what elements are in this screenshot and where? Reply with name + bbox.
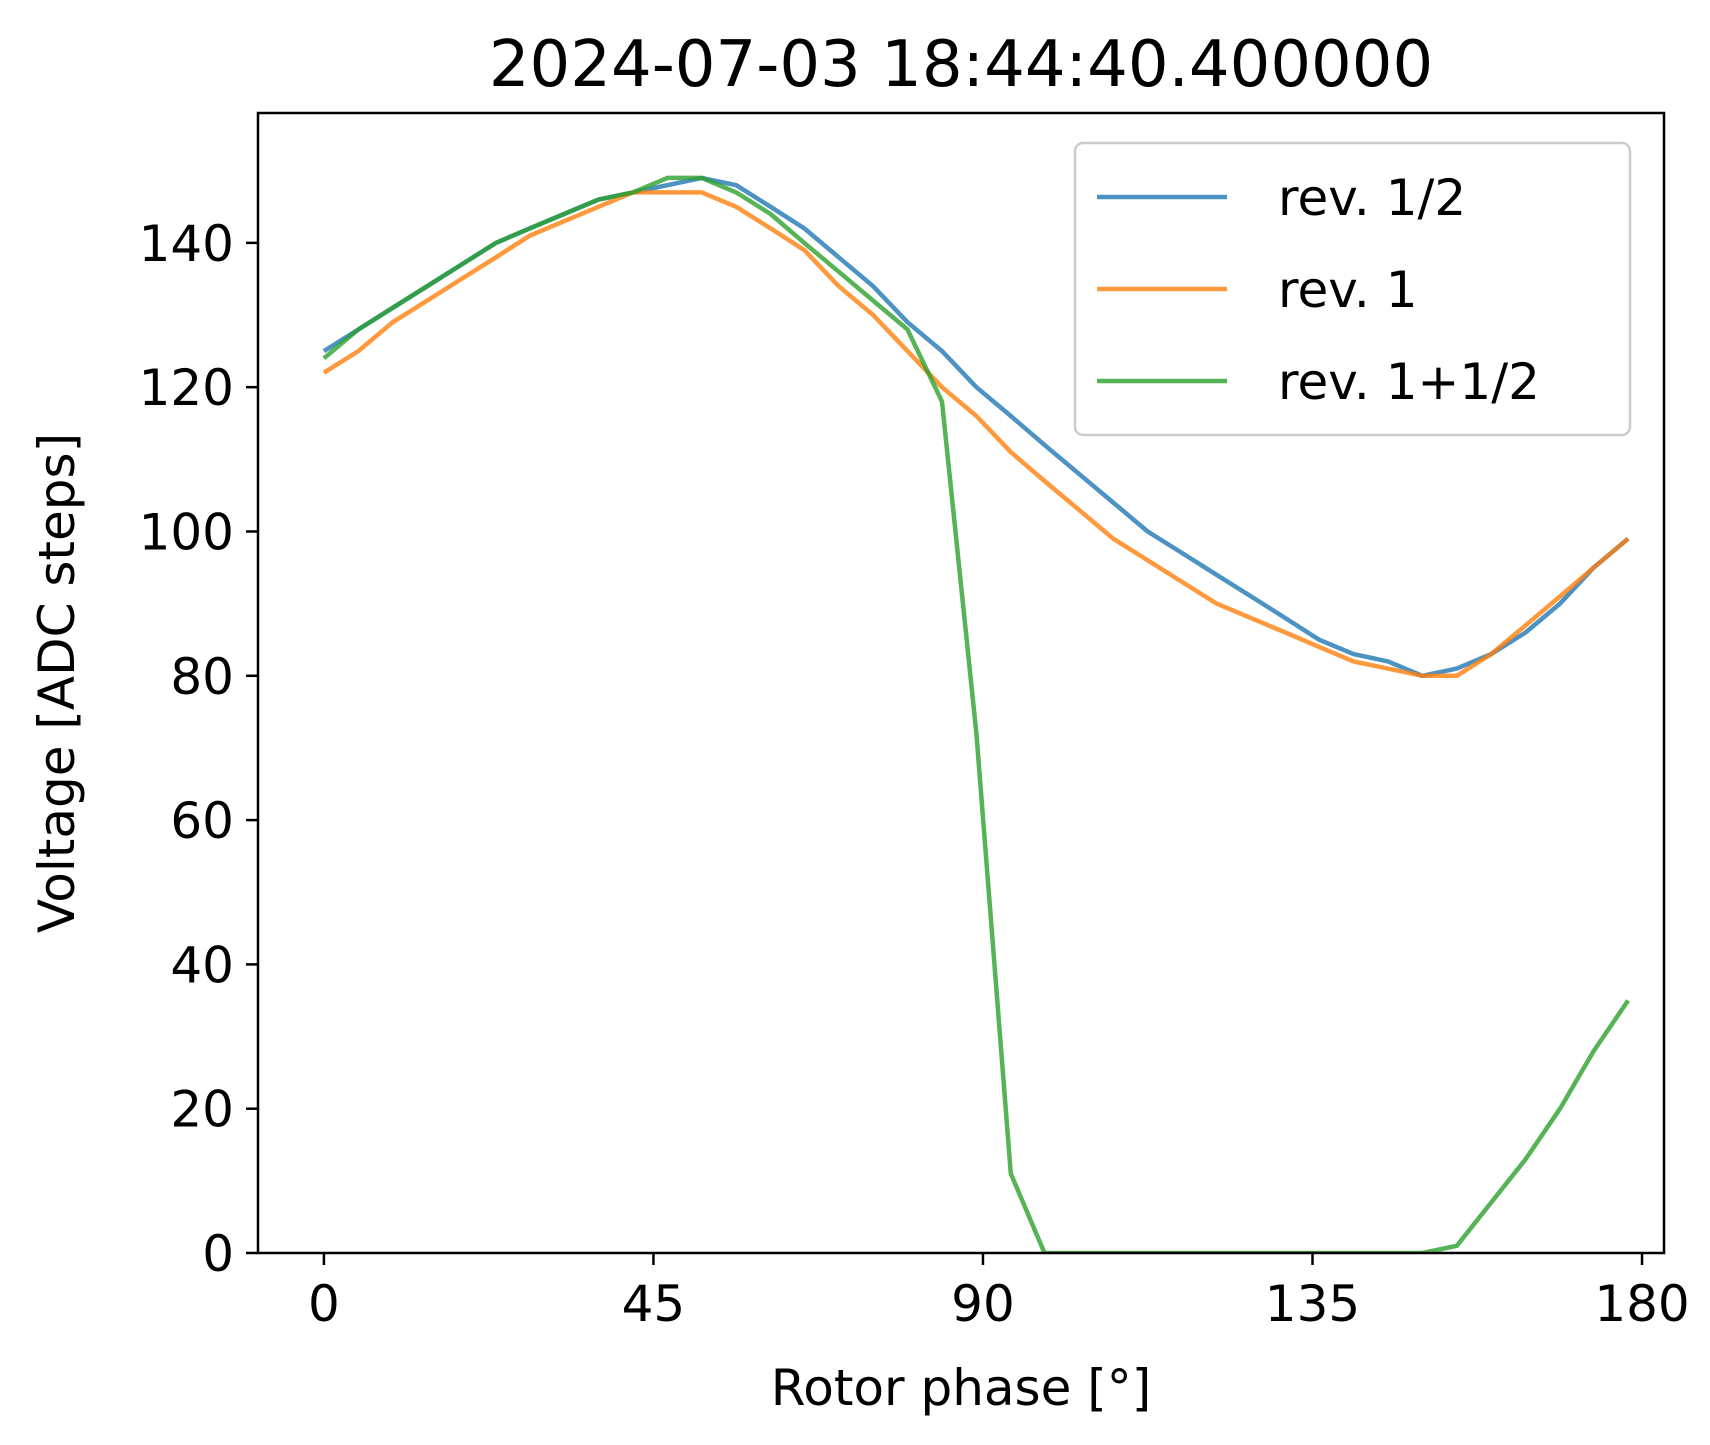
plot-frame — [256, 111, 1666, 1255]
y-tick-label: 40 — [170, 936, 234, 994]
x-axis: 0 45 90 135 180 — [308, 1253, 1690, 1333]
y-axis: 0 20 40 60 80 100 120 140 — [139, 215, 258, 1283]
legend-label: rev. 1+1/2 — [1278, 353, 1540, 411]
x-tick-label: 0 — [308, 1275, 340, 1333]
legend-box — [1073, 141, 1632, 437]
x-tick-label: 135 — [1265, 1275, 1360, 1333]
series-line-3 — [322, 175, 1630, 1253]
y-tick-label: 60 — [170, 792, 234, 850]
y-tick-label: 80 — [170, 648, 234, 706]
y-tick-label: 100 — [139, 503, 234, 561]
y-tick-label: 20 — [170, 1081, 234, 1139]
chart-title: 2024-07-03 18:44:40.400000 — [489, 28, 1433, 102]
y-axis-label: Voltage [ADC steps] — [28, 433, 86, 933]
legend: rev. 1/2 rev. 1 rev. 1+1/2 — [1073, 141, 1632, 437]
series-line-2 — [322, 190, 1630, 679]
legend-label: rev. 1 — [1278, 261, 1418, 319]
y-tick-label: 0 — [202, 1225, 234, 1283]
x-tick-label: 90 — [951, 1275, 1015, 1333]
series-layer — [322, 175, 1630, 1253]
y-tick-label: 120 — [139, 359, 234, 417]
legend-label: rev. 1/2 — [1278, 169, 1466, 227]
y-tick-label: 140 — [139, 215, 234, 273]
x-tick-label: 180 — [1594, 1275, 1689, 1333]
x-tick-label: 45 — [622, 1275, 686, 1333]
x-axis-label: Rotor phase [°] — [771, 1359, 1152, 1417]
